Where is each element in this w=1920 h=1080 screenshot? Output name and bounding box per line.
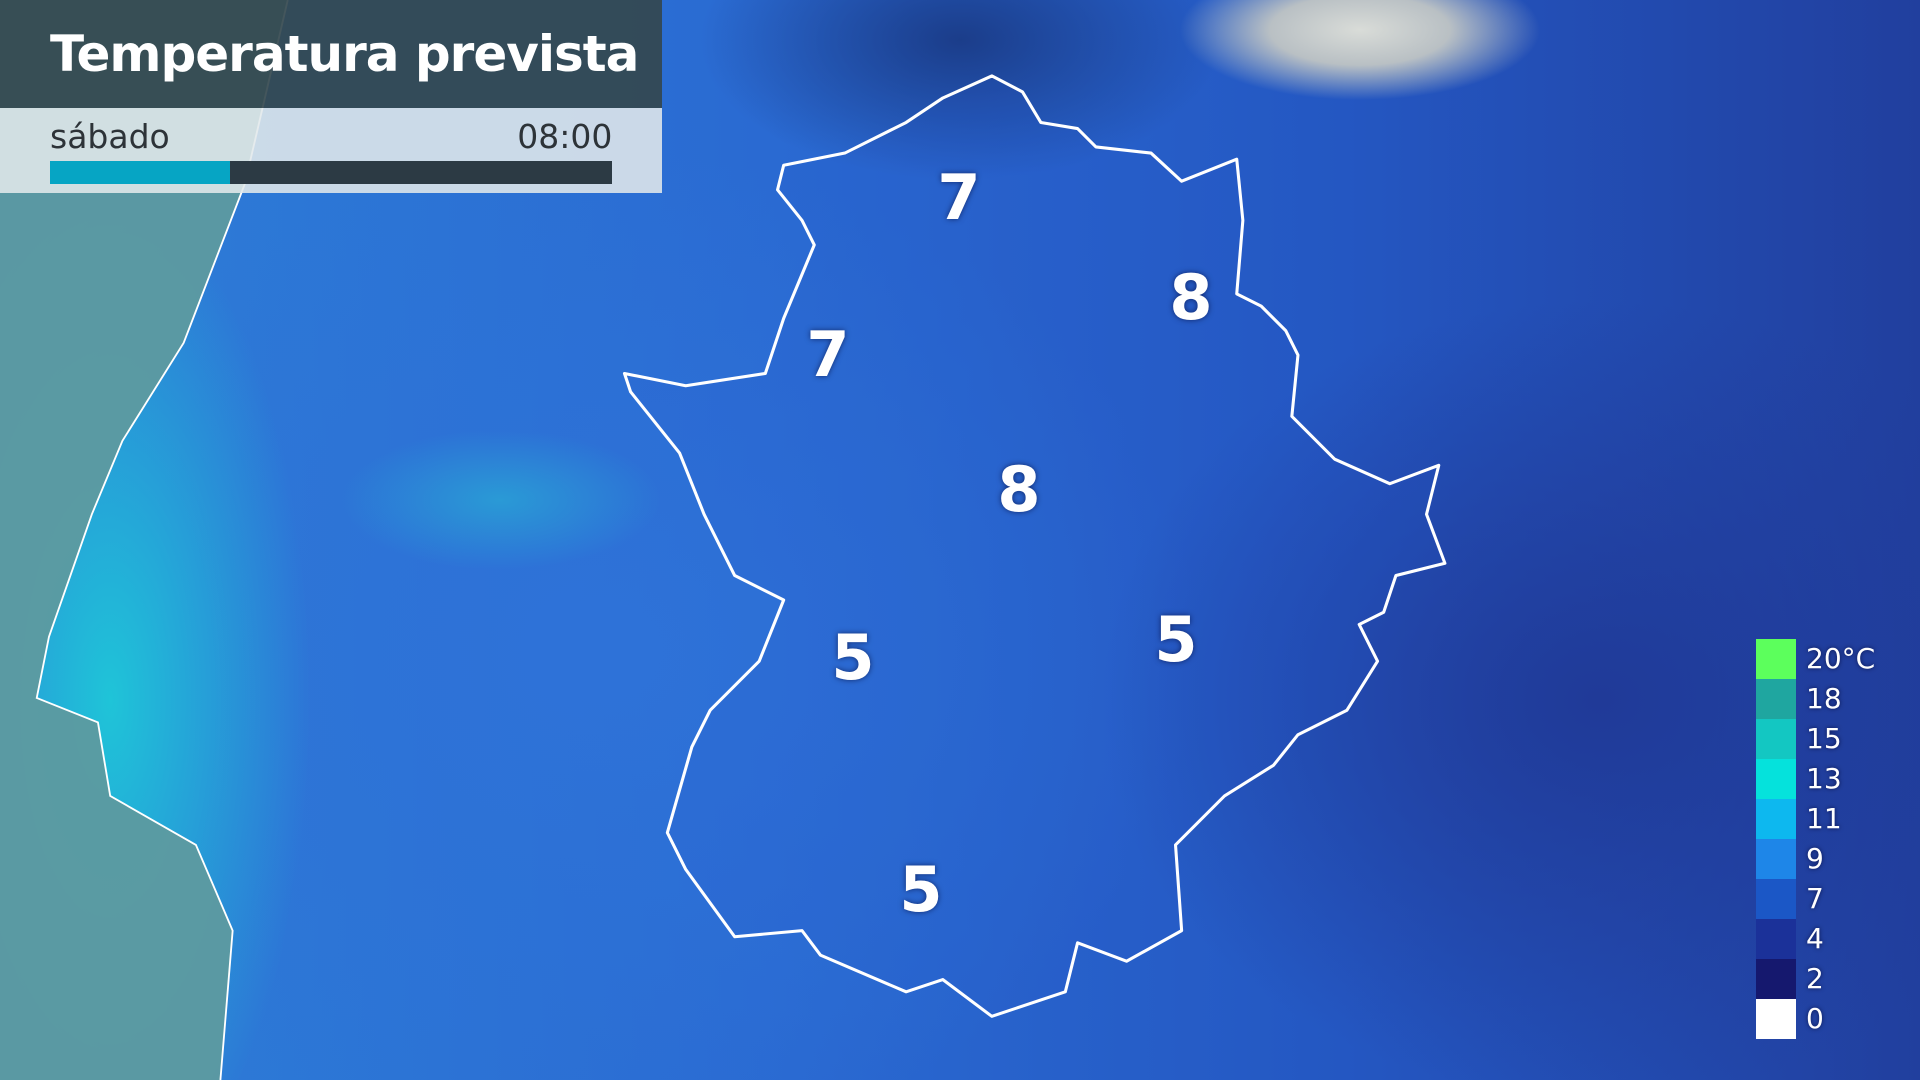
legend-row: 7 — [1756, 879, 1875, 919]
legend-label: 7 — [1806, 882, 1824, 915]
legend-label: 20°C — [1806, 642, 1876, 675]
temperature-label: 5 — [899, 853, 943, 926]
legend-row: 11 — [1756, 799, 1875, 839]
legend-swatch — [1756, 999, 1796, 1039]
temperature-label: 8 — [997, 453, 1041, 526]
legend-swatch — [1756, 759, 1796, 799]
day-label: sábado — [50, 116, 170, 156]
legend-swatch — [1756, 879, 1796, 919]
page-title: Temperatura prevista — [50, 24, 639, 83]
legend-row: 18 — [1756, 679, 1875, 719]
legend-row: 0 — [1756, 999, 1875, 1039]
legend-row: 9 — [1756, 839, 1875, 879]
time-label: 08:00 — [517, 116, 613, 156]
legend-row: 13 — [1756, 759, 1875, 799]
legend-row: 20°C — [1756, 639, 1875, 679]
legend-label: 4 — [1806, 922, 1824, 955]
legend-label: 15 — [1806, 722, 1842, 755]
legend-swatch — [1756, 839, 1796, 879]
legend-label: 11 — [1806, 802, 1842, 835]
legend-row: 2 — [1756, 959, 1875, 999]
legend-swatch — [1756, 639, 1796, 679]
time-row: sábado 08:00 — [50, 116, 612, 156]
legend-label: 13 — [1806, 762, 1842, 795]
legend-swatch — [1756, 919, 1796, 959]
legend-swatch — [1756, 959, 1796, 999]
legend-label: 18 — [1806, 682, 1842, 715]
time-progress-bar — [50, 161, 613, 184]
title-panel: Temperatura prevista — [0, 0, 663, 108]
temperature-label: 5 — [831, 621, 875, 694]
legend-row: 4 — [1756, 919, 1875, 959]
legend-swatch — [1756, 679, 1796, 719]
legend-swatch — [1756, 799, 1796, 839]
legend-label: 9 — [1806, 842, 1824, 875]
temperature-label: 7 — [806, 318, 850, 391]
temperature-label: 5 — [1154, 603, 1198, 676]
legend-swatch — [1756, 719, 1796, 759]
time-progress-fill — [50, 161, 230, 184]
time-panel: sábado 08:00 — [0, 108, 663, 193]
header-panel: Temperatura prevista sábado 08:00 — [0, 0, 663, 193]
legend-label: 2 — [1806, 962, 1824, 995]
temperature-label: 8 — [1169, 261, 1213, 334]
legend-row: 15 — [1756, 719, 1875, 759]
temperature-label: 7 — [937, 161, 981, 234]
temperature-legend: 20°C 18 15 13 11 9 7 4 2 0 — [1756, 639, 1875, 1039]
legend-label: 0 — [1806, 1002, 1824, 1035]
